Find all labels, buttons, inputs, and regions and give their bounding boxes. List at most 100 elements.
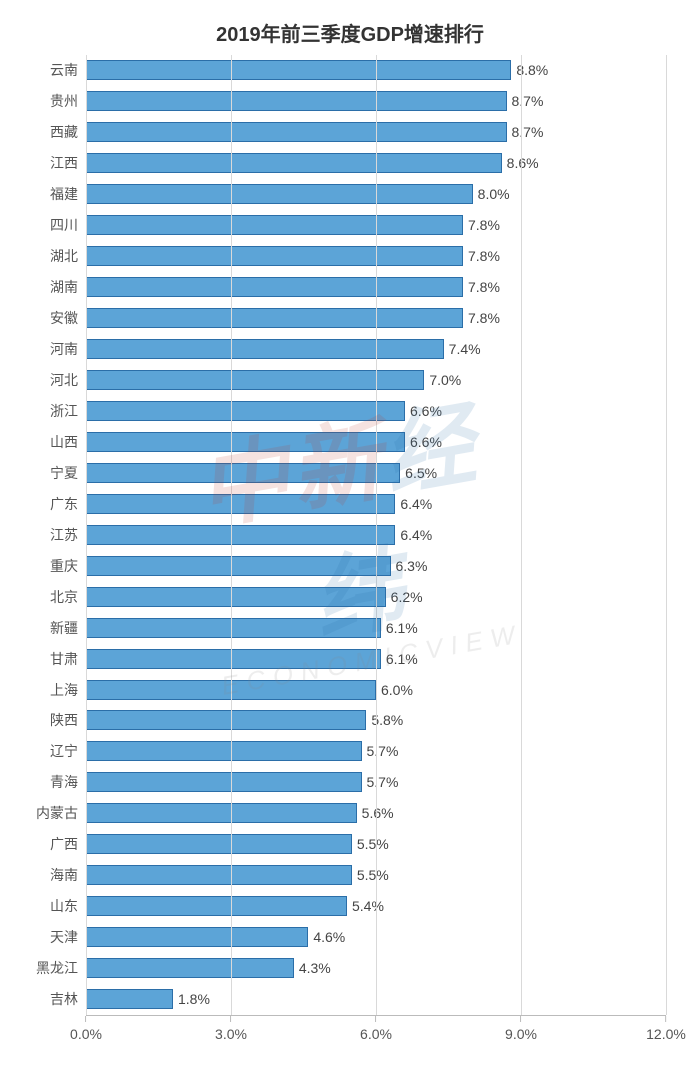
value-label: 4.6% [307,929,345,945]
y-axis-label: 上海 [50,680,86,700]
value-label: 6.6% [404,434,442,450]
y-axis-label: 山东 [50,896,86,916]
y-axis-label: 青海 [50,772,86,792]
value-label: 4.3% [293,960,331,976]
bar: 6.6% [86,432,405,452]
x-tick-label: 6.0% [360,1022,392,1042]
bar: 6.2% [86,587,386,607]
bar: 6.4% [86,525,395,545]
y-axis-label: 广东 [50,494,86,514]
value-label: 5.7% [361,774,399,790]
bar: 7.0% [86,370,424,390]
value-label: 6.4% [394,527,432,543]
x-tick: 6.0% [360,1016,392,1042]
bar: 7.8% [86,215,463,235]
y-axis-label: 海南 [50,865,86,885]
value-label: 7.8% [462,279,500,295]
y-axis-label: 湖北 [50,246,86,266]
y-axis-label: 北京 [50,587,86,607]
bar: 4.3% [86,958,294,978]
bar: 4.6% [86,927,308,947]
value-label: 7.8% [462,310,500,326]
value-label: 8.0% [472,186,510,202]
y-axis-label: 辽宁 [50,741,86,761]
x-tick-label: 0.0% [70,1022,102,1042]
bar: 6.6% [86,401,405,421]
x-axis: 0.0%3.0%6.0%9.0%12.0% [86,1015,666,1055]
value-label: 6.4% [394,496,432,512]
value-label: 7.4% [443,341,481,357]
value-label: 5.4% [346,898,384,914]
y-axis-label: 云南 [50,60,86,80]
y-axis-label: 广西 [50,834,86,854]
y-axis-label: 江西 [50,153,86,173]
x-tick: 3.0% [215,1016,247,1042]
value-label: 8.8% [510,62,548,78]
grid-line [521,55,522,1015]
value-label: 5.6% [356,805,394,821]
y-axis-label: 福建 [50,184,86,204]
y-axis-label: 河北 [50,370,86,390]
grid-line [86,55,87,1015]
bar: 5.4% [86,896,347,916]
bar: 6.1% [86,649,381,669]
bar: 5.8% [86,710,366,730]
y-axis-label: 天津 [50,927,86,947]
bar: 1.8% [86,989,173,1009]
value-label: 6.0% [375,682,413,698]
bar: 5.5% [86,834,352,854]
x-tick: 0.0% [70,1016,102,1042]
y-axis-label: 西藏 [50,122,86,142]
y-axis-label: 安徽 [50,308,86,328]
value-label: 7.8% [462,248,500,264]
bar: 5.7% [86,772,362,792]
y-axis-label: 贵州 [50,91,86,111]
bar: 8.8% [86,60,511,80]
y-axis-label: 湖南 [50,277,86,297]
value-label: 6.6% [404,403,442,419]
y-axis-label: 山西 [50,432,86,452]
y-axis-label: 河南 [50,339,86,359]
y-axis-label: 四川 [50,215,86,235]
value-label: 5.5% [351,867,389,883]
grid-line [666,55,667,1015]
bar: 6.5% [86,463,400,483]
grid-line [231,55,232,1015]
plot-area: 云南8.8%贵州8.7%西藏8.7%江西8.6%福建8.0%四川7.8%湖北7.… [86,55,666,1015]
value-label: 5.5% [351,836,389,852]
value-label: 1.8% [172,991,210,1007]
y-axis-label: 黑龙江 [36,958,86,978]
x-tick: 9.0% [505,1016,537,1042]
value-label: 6.1% [380,620,418,636]
bar: 8.7% [86,91,507,111]
chart-title: 2019年前三季度GDP增速排行 [0,0,700,55]
value-label: 7.0% [423,372,461,388]
y-axis-label: 吉林 [50,989,86,1009]
bar: 8.7% [86,122,507,142]
value-label: 8.7% [506,124,544,140]
grid-line [376,55,377,1015]
y-axis-label: 浙江 [50,401,86,421]
y-axis-label: 陕西 [50,710,86,730]
x-tick-label: 3.0% [215,1022,247,1042]
value-label: 6.2% [385,589,423,605]
y-axis-label: 江苏 [50,525,86,545]
x-tick-label: 9.0% [505,1022,537,1042]
value-label: 6.5% [399,465,437,481]
bar: 7.4% [86,339,444,359]
y-axis-label: 重庆 [50,556,86,576]
value-label: 6.1% [380,651,418,667]
bar: 5.5% [86,865,352,885]
value-label: 6.3% [390,558,428,574]
bar: 6.4% [86,494,395,514]
value-label: 7.8% [462,217,500,233]
x-tick: 12.0% [646,1016,686,1042]
bar: 5.6% [86,803,357,823]
value-label: 8.7% [506,93,544,109]
bar: 7.8% [86,277,463,297]
y-axis-label: 新疆 [50,618,86,638]
y-axis-label: 甘肃 [50,649,86,669]
value-label: 8.6% [501,155,539,171]
bar: 8.6% [86,153,502,173]
y-axis-label: 宁夏 [50,463,86,483]
